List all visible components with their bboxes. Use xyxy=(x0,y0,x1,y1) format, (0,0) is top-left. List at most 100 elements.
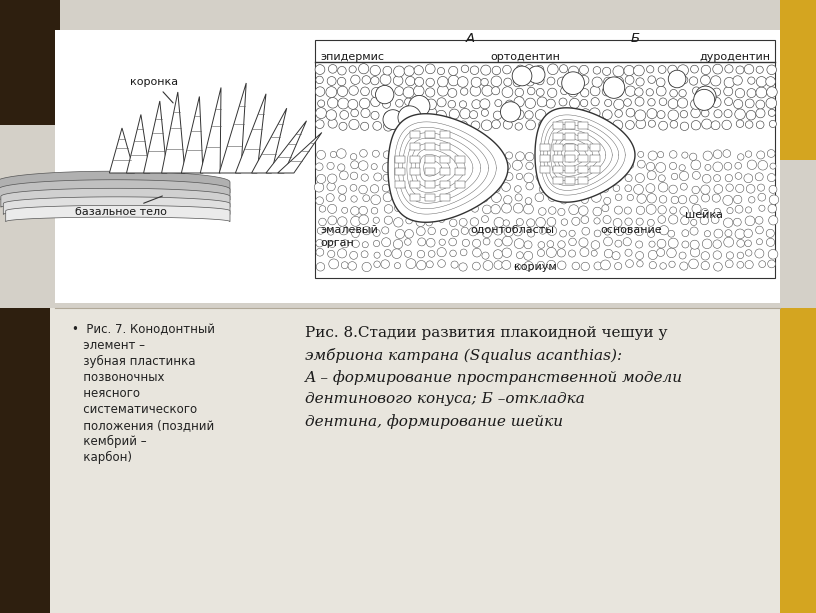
Circle shape xyxy=(659,175,665,181)
Circle shape xyxy=(515,123,522,130)
Circle shape xyxy=(690,153,697,161)
Circle shape xyxy=(526,197,532,204)
Circle shape xyxy=(700,216,708,225)
Circle shape xyxy=(337,86,348,96)
Circle shape xyxy=(317,262,325,271)
Circle shape xyxy=(526,162,534,170)
Circle shape xyxy=(646,162,654,171)
Circle shape xyxy=(603,122,610,129)
Circle shape xyxy=(657,110,665,118)
Circle shape xyxy=(491,205,500,214)
Circle shape xyxy=(461,172,468,179)
Circle shape xyxy=(535,110,546,120)
Circle shape xyxy=(635,88,643,96)
Circle shape xyxy=(580,248,589,257)
Circle shape xyxy=(359,98,370,109)
Circle shape xyxy=(394,262,401,268)
Circle shape xyxy=(589,108,600,119)
Circle shape xyxy=(713,150,722,159)
Circle shape xyxy=(440,173,446,180)
Circle shape xyxy=(351,161,358,169)
Circle shape xyxy=(362,226,370,235)
Circle shape xyxy=(549,186,555,192)
Bar xyxy=(0,308,50,613)
Circle shape xyxy=(437,97,446,107)
Circle shape xyxy=(745,240,752,246)
Circle shape xyxy=(734,218,741,226)
Circle shape xyxy=(561,173,568,180)
Circle shape xyxy=(396,172,404,180)
Circle shape xyxy=(636,251,644,259)
Circle shape xyxy=(316,163,323,170)
Circle shape xyxy=(633,65,645,76)
Circle shape xyxy=(756,151,765,159)
Bar xyxy=(440,156,450,163)
Circle shape xyxy=(625,175,632,181)
Circle shape xyxy=(358,161,368,170)
Bar xyxy=(315,40,775,278)
Bar xyxy=(578,166,588,173)
Circle shape xyxy=(351,216,361,226)
Circle shape xyxy=(361,87,370,96)
Circle shape xyxy=(462,164,468,170)
Circle shape xyxy=(656,78,665,86)
Circle shape xyxy=(657,248,665,256)
Text: кембрий –: кембрий – xyxy=(72,435,147,448)
Circle shape xyxy=(725,260,733,268)
Circle shape xyxy=(701,252,709,260)
Circle shape xyxy=(326,86,337,97)
Bar xyxy=(455,169,465,175)
Circle shape xyxy=(561,72,584,94)
Circle shape xyxy=(319,205,326,212)
Circle shape xyxy=(439,239,446,245)
Circle shape xyxy=(725,65,733,73)
Circle shape xyxy=(768,204,777,213)
Circle shape xyxy=(327,97,338,108)
Circle shape xyxy=(656,86,666,96)
Circle shape xyxy=(711,76,721,86)
Circle shape xyxy=(351,109,358,117)
Circle shape xyxy=(361,174,368,181)
Circle shape xyxy=(396,185,402,192)
Circle shape xyxy=(527,230,534,237)
Circle shape xyxy=(374,240,379,246)
Circle shape xyxy=(690,219,697,226)
Circle shape xyxy=(766,98,777,109)
Text: эмалевый: эмалевый xyxy=(320,225,378,235)
Circle shape xyxy=(681,122,689,131)
Circle shape xyxy=(461,227,468,234)
Circle shape xyxy=(502,261,511,270)
Circle shape xyxy=(428,195,435,202)
Circle shape xyxy=(755,173,763,181)
Circle shape xyxy=(591,241,600,249)
Bar xyxy=(410,169,420,175)
Circle shape xyxy=(672,173,678,180)
Circle shape xyxy=(482,85,493,96)
Circle shape xyxy=(450,164,459,172)
Circle shape xyxy=(373,229,380,237)
Circle shape xyxy=(567,173,577,183)
Circle shape xyxy=(744,174,752,183)
Circle shape xyxy=(691,109,700,118)
Circle shape xyxy=(515,88,524,97)
Polygon shape xyxy=(220,83,246,173)
Bar xyxy=(552,177,562,184)
Circle shape xyxy=(537,97,547,107)
Circle shape xyxy=(494,218,503,227)
Circle shape xyxy=(714,185,723,194)
Text: позвоночных: позвоночных xyxy=(72,371,165,384)
Circle shape xyxy=(614,110,623,117)
Circle shape xyxy=(559,185,568,193)
Circle shape xyxy=(351,75,360,85)
Text: дентинового конуса; Б –откладка: дентинового конуса; Б –откладка xyxy=(305,392,585,406)
Circle shape xyxy=(614,99,624,110)
Circle shape xyxy=(528,66,545,83)
Circle shape xyxy=(338,217,347,226)
Circle shape xyxy=(524,204,534,214)
Circle shape xyxy=(505,172,513,181)
Circle shape xyxy=(736,120,743,128)
Circle shape xyxy=(690,227,698,235)
Circle shape xyxy=(349,66,357,73)
Circle shape xyxy=(503,220,509,226)
Circle shape xyxy=(406,207,414,216)
